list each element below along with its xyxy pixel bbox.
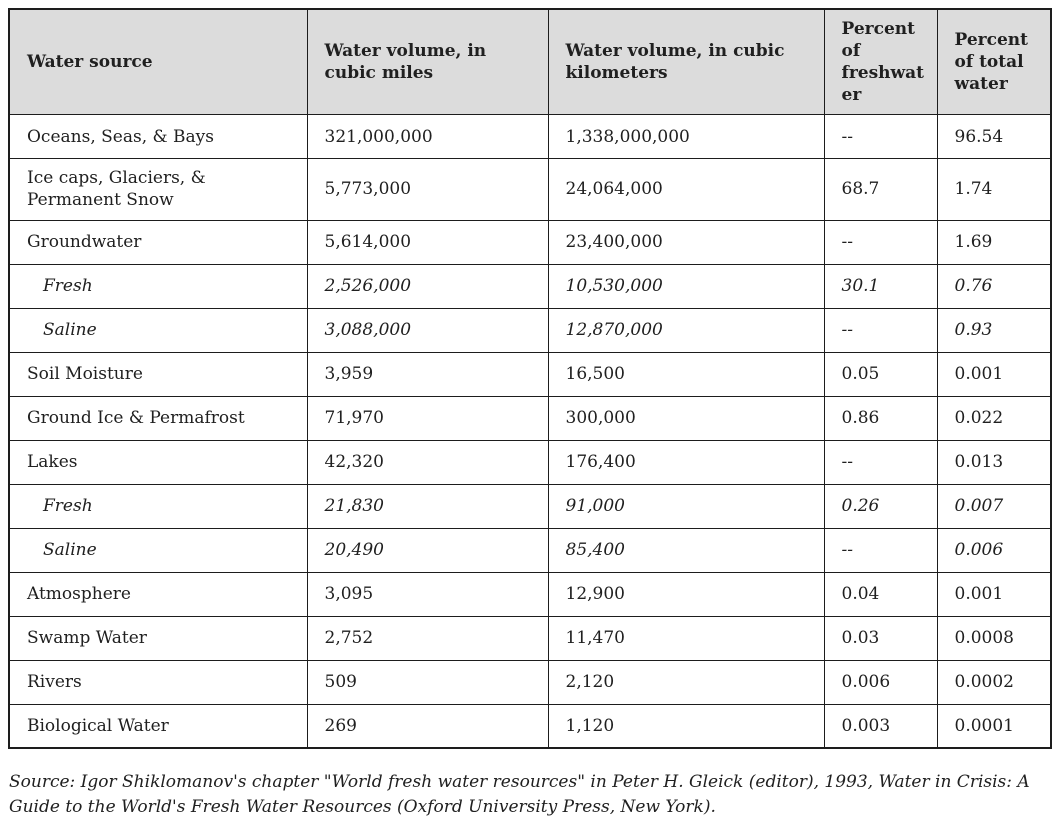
table-cell: 5,773,000 [306, 158, 549, 221]
table-body: Oceans, Seas, & Bays 321,000,000 1,338,000… [8, 114, 1052, 749]
cell-water-source: Fresh [8, 263, 308, 309]
table-cell: -- [823, 307, 938, 353]
table-row: Swamp Water 2,752 11,470 0.03 0.0008 [8, 615, 1052, 661]
table-cell: 21,830 [306, 483, 549, 529]
table-cell: 0.26 [823, 483, 938, 529]
cell-water-source: Lakes [8, 439, 308, 485]
table-cell: -- [823, 114, 938, 160]
table-row: Biological Water 269 1,120 0.003 0.0001 [8, 703, 1052, 749]
cell-water-source: Ground Ice & Permafrost [8, 395, 308, 441]
table-cell: 23,400,000 [547, 219, 825, 265]
table-cell: 3,959 [306, 351, 549, 397]
table-cell: 0.001 [936, 571, 1052, 617]
table-cell: 2,526,000 [306, 263, 549, 309]
table-row: Ground Ice & Permafrost 71,970 300,000 0.86… [8, 395, 1052, 441]
column-header: Percent of freshwater [823, 8, 938, 116]
cell-water-source: Atmosphere [8, 571, 308, 617]
table-cell: 269 [306, 703, 549, 749]
table-cell: -- [823, 527, 938, 573]
table-cell: 0.006 [823, 659, 938, 705]
table-cell: 71,970 [306, 395, 549, 441]
column-header: Water volume, in cubic kilometers [547, 8, 825, 116]
table-row: Fresh 2,526,000 10,530,000 30.1 0.76 [8, 263, 1052, 309]
cell-water-source: Fresh [8, 483, 308, 529]
table-cell: 2,120 [547, 659, 825, 705]
table-row: Saline 20,490 85,400 -- 0.006 [8, 527, 1052, 573]
table-row: Fresh 21,830 91,000 0.26 0.007 [8, 483, 1052, 529]
table-cell: 2,752 [306, 615, 549, 661]
table-cell: 0.001 [936, 351, 1052, 397]
cell-water-source: Groundwater [8, 219, 308, 265]
table-cell: 176,400 [547, 439, 825, 485]
table-cell: 0.022 [936, 395, 1052, 441]
cell-water-source: Oceans, Seas, & Bays [8, 114, 308, 160]
table-row: Oceans, Seas, & Bays 321,000,000 1,338,000… [8, 114, 1052, 160]
table-cell: 1.74 [936, 158, 1052, 221]
table-cell: 12,870,000 [547, 307, 825, 353]
table-cell: 0.003 [823, 703, 938, 749]
table-cell: -- [823, 219, 938, 265]
table-cell: 509 [306, 659, 549, 705]
table-cell: 30.1 [823, 263, 938, 309]
table-row: Rivers 509 2,120 0.006 0.0002 [8, 659, 1052, 705]
table-cell: 11,470 [547, 615, 825, 661]
cell-water-source: Soil Moisture [8, 351, 308, 397]
water-distribution-table: Water source Water volume, in cubic miles… [8, 8, 1052, 750]
table-row: Groundwater 5,614,000 23,400,000 -- 1.69 [8, 219, 1052, 265]
cell-water-source: Ice caps, Glaciers, & Permanent Snow [8, 158, 308, 221]
source-note: Source: Igor Shiklomanov's chapter "Worl… [9, 772, 1030, 817]
table-cell: 24,064,000 [547, 158, 825, 221]
table-cell: 5,614,000 [306, 219, 549, 265]
cell-water-source: Rivers [8, 659, 308, 705]
cell-water-source: Saline [8, 307, 308, 353]
table-row: Atmosphere 3,095 12,900 0.04 0.001 [8, 571, 1052, 617]
table-cell: 0.05 [823, 351, 938, 397]
table-cell: 12,900 [547, 571, 825, 617]
table-cell: 3,088,000 [306, 307, 549, 353]
table-cell: 3,095 [306, 571, 549, 617]
table-cell: -- [823, 439, 938, 485]
table-cell: 0.93 [936, 307, 1052, 353]
table-cell: 42,320 [306, 439, 549, 485]
table-cell: 10,530,000 [547, 263, 825, 309]
cell-water-source: Swamp Water [8, 615, 308, 661]
table-cell: 0.0008 [936, 615, 1052, 661]
table-cell: 321,000,000 [306, 114, 549, 160]
table-cell: 0.03 [823, 615, 938, 661]
table-cell: 0.76 [936, 263, 1052, 309]
table-cell: 96.54 [936, 114, 1052, 160]
table-cell: 16,500 [547, 351, 825, 397]
column-header: Water source [8, 8, 308, 116]
table-cell: 0.013 [936, 439, 1052, 485]
table-cell: 85,400 [547, 527, 825, 573]
table-cell: 20,490 [306, 527, 549, 573]
table-cell: 0.86 [823, 395, 938, 441]
table-row: Soil Moisture 3,959 16,500 0.05 0.001 [8, 351, 1052, 397]
table-cell: 91,000 [547, 483, 825, 529]
table-cell: 0.006 [936, 527, 1052, 573]
table-cell: 1,120 [547, 703, 825, 749]
table-row: Ice caps, Glaciers, & Permanent Snow 5,77… [8, 158, 1052, 221]
cell-water-source: Biological Water [8, 703, 308, 749]
column-header: Water volume, in cubic miles [306, 8, 549, 116]
table-cell: 0.04 [823, 571, 938, 617]
table-row: Saline 3,088,000 12,870,000 -- 0.93 [8, 307, 1052, 353]
table-cell: 1.69 [936, 219, 1052, 265]
table-row: Lakes 42,320 176,400 -- 0.013 [8, 439, 1052, 485]
table-cell: 0.007 [936, 483, 1052, 529]
header-row: Water source Water volume, in cubic miles… [8, 8, 1052, 116]
table-cell: 0.0001 [936, 703, 1052, 749]
table-cell: 0.0002 [936, 659, 1052, 705]
table-cell: 300,000 [547, 395, 825, 441]
table-cell: 68.7 [823, 158, 938, 221]
table-header: Water source Water volume, in cubic miles… [8, 8, 1052, 116]
cell-water-source: Saline [8, 527, 308, 573]
column-header: Percent of total water [936, 8, 1052, 116]
table-cell: 1,338,000,000 [547, 114, 825, 160]
